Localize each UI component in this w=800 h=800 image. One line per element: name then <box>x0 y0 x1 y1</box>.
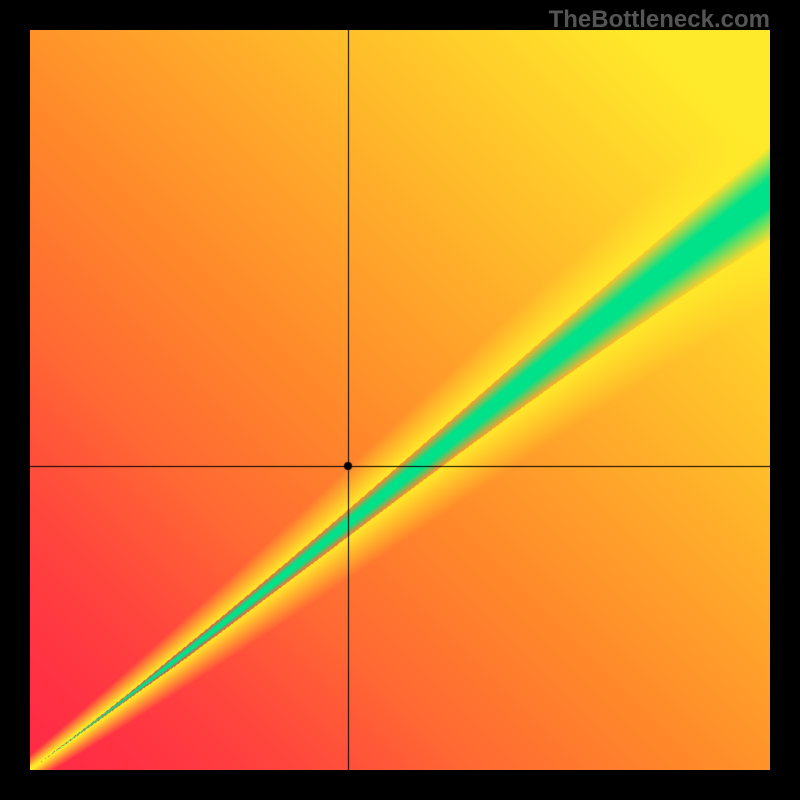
bottleneck-heatmap <box>30 30 770 770</box>
watermark-text: TheBottleneck.com <box>549 6 770 34</box>
